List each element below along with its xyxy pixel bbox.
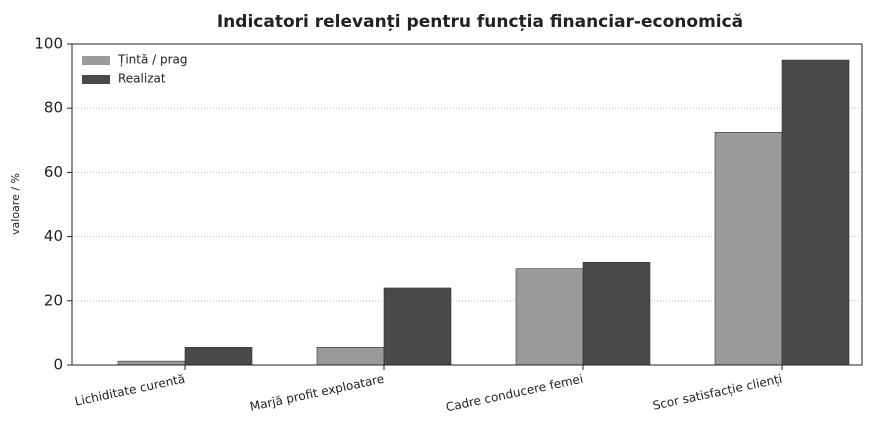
legend-swatch bbox=[82, 56, 110, 65]
bar bbox=[117, 360, 186, 366]
y-tick-label: 0 bbox=[53, 356, 63, 374]
chart-title: Indicatori relevanți pentru funcția fina… bbox=[217, 12, 743, 32]
bar bbox=[582, 261, 651, 366]
bar bbox=[316, 347, 385, 366]
y-tick-label: 60 bbox=[44, 163, 63, 181]
bar bbox=[184, 347, 253, 366]
bar bbox=[515, 268, 584, 366]
x-tick-label: Scor satisfacție clienți bbox=[651, 372, 783, 413]
x-tick-label: Cadre conducere femei bbox=[445, 372, 585, 415]
y-tick-label: 20 bbox=[44, 291, 63, 309]
bar bbox=[383, 287, 452, 366]
legend-label: Realizat bbox=[118, 72, 166, 86]
y-axis-label: valoare / % bbox=[9, 173, 22, 235]
y-tick-label: 100 bbox=[34, 35, 63, 53]
legend-label: Țintă / prag bbox=[117, 53, 188, 67]
y-tick-label: 40 bbox=[44, 227, 63, 245]
y-tick-label: 80 bbox=[44, 99, 63, 117]
legend-swatch bbox=[82, 75, 110, 84]
bar bbox=[714, 131, 783, 366]
x-tick-label: Lichiditate curentă bbox=[74, 372, 187, 409]
bar bbox=[781, 59, 850, 366]
plot-frame bbox=[71, 43, 863, 366]
x-tick-label: Marjă profit exploatare bbox=[249, 372, 386, 414]
